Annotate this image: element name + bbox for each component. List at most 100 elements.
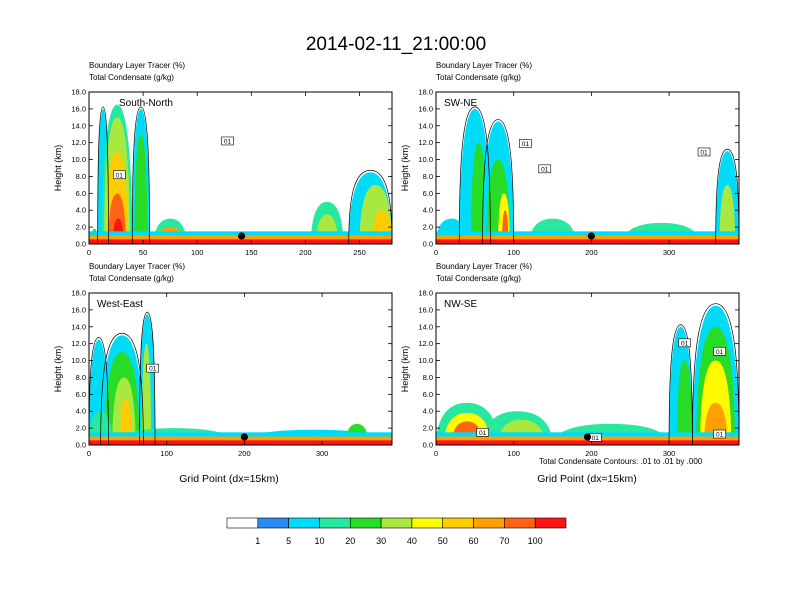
- panel-subtitle-tracer: Boundary Layer Tracer (%): [89, 61, 185, 70]
- y-tick-label: 16.0: [418, 104, 433, 113]
- colorbar-box: [349, 517, 382, 529]
- colorbar-label: 30: [376, 536, 386, 546]
- colorbar-label: 60: [469, 536, 479, 546]
- contour-label: 01: [700, 149, 708, 156]
- condensate-contour: [715, 148, 739, 244]
- y-tick-label: 6.0: [423, 189, 433, 198]
- plot-frame: [435, 91, 740, 245]
- y-tick-label: 4.0: [423, 407, 433, 416]
- surface-band-high: [89, 440, 392, 445]
- colorbar-box: [442, 517, 474, 529]
- y-axis-label: Height (km): [400, 346, 410, 393]
- y-tick-label: 14.0: [418, 121, 433, 130]
- colorbar-label: 40: [407, 536, 417, 546]
- x-tick-label: 200: [238, 449, 251, 458]
- y-tick-label: 12.0: [71, 138, 86, 147]
- surface-band-high: [436, 239, 739, 244]
- plot-data: 01 01 01: [436, 106, 739, 244]
- condensate-contour: [458, 106, 491, 244]
- condensate-contour: [139, 311, 156, 445]
- y-tick-label: 16.0: [71, 104, 86, 113]
- y-tick-label: 18.0: [418, 289, 433, 298]
- contour-label: 01: [716, 432, 724, 439]
- panel-subtitle-condensate: Total Condensate (g/kg): [89, 274, 174, 283]
- x-tick-label: 250: [353, 248, 366, 257]
- colorbar-box: [473, 517, 505, 529]
- x-tick-label: 300: [663, 449, 676, 458]
- y-tick-label: 10.0: [71, 155, 86, 164]
- y-tick-label: 8.0: [423, 373, 433, 382]
- contour-label-box: [713, 429, 726, 439]
- condensate-contour: [100, 332, 144, 445]
- colorbar-box: [226, 517, 259, 529]
- x-tick-label: 0: [434, 449, 438, 458]
- location-marker: [587, 232, 595, 240]
- contour-label: 01: [681, 340, 689, 347]
- plot-data: 01: [89, 311, 392, 445]
- y-tick-label: 12.0: [71, 339, 86, 348]
- contour-note: Total Condensate Contours: .01 to .01 by…: [539, 457, 703, 466]
- panel-label: South-North: [119, 98, 173, 109]
- y-tick-label: 18.0: [71, 88, 86, 97]
- y-tick-label: 12.0: [418, 339, 433, 348]
- y-tick-label: 8.0: [76, 172, 86, 181]
- x-tick-label: 0: [87, 449, 91, 458]
- x-axis-label-left: Grid Point (dx=15km): [179, 473, 279, 485]
- y-tick-label: 16.0: [71, 305, 86, 314]
- x-tick-label: 100: [507, 248, 520, 257]
- x-tick-label: 200: [299, 248, 312, 257]
- x-tick-label: 300: [316, 449, 329, 458]
- colorbar-label: 5: [286, 536, 291, 546]
- contour-label: 01: [149, 366, 157, 373]
- figure-title: 2014-02-11_21:00:00: [306, 34, 486, 55]
- panel-label: NW-SE: [444, 299, 477, 310]
- panel-subtitle-tracer: Boundary Layer Tracer (%): [436, 262, 532, 271]
- condensate-contour: [692, 303, 739, 445]
- contour-label-box: [476, 428, 489, 437]
- tracer-region: [719, 184, 736, 244]
- colorbar-label: 10: [314, 536, 324, 546]
- colorbar: 1 5 10 20 30 40 50 60 70 100: [226, 517, 567, 546]
- x-tick-label: 0: [87, 248, 91, 257]
- y-tick-label: 4.0: [76, 407, 86, 416]
- y-tick-label: 2.0: [76, 223, 86, 232]
- colorbar-box: [257, 517, 289, 529]
- condensate-contour: [482, 119, 515, 244]
- contour-label: 01: [116, 172, 124, 179]
- panel-subtitle-tracer: Boundary Layer Tracer (%): [89, 262, 185, 271]
- y-tick-label: 14.0: [71, 322, 86, 331]
- x-tick-label: 200: [585, 248, 598, 257]
- surface-band-high: [89, 239, 392, 244]
- panel-south-north: Boundary Layer Tracer (%) Total Condensat…: [53, 61, 393, 257]
- condensate-contour: [97, 106, 109, 244]
- contour-label-box: [113, 170, 126, 180]
- colorbar-label: 70: [499, 536, 509, 546]
- y-tick-label: 10.0: [418, 356, 433, 365]
- y-tick-label: 2.0: [76, 424, 86, 433]
- plot-frame: [88, 91, 393, 245]
- condensate-contour: [348, 169, 392, 244]
- panel-subtitle-condensate: Total Condensate (g/kg): [89, 73, 174, 82]
- colorbar-box: [534, 517, 567, 529]
- y-tick-label: 2.0: [423, 223, 433, 232]
- colorbar-box: [319, 517, 351, 529]
- location-marker: [237, 232, 246, 240]
- y-tick-label: 8.0: [423, 172, 433, 181]
- contour-label-box: [221, 136, 234, 146]
- contour-label: 01: [522, 141, 530, 148]
- y-tick-label: 6.0: [423, 390, 433, 399]
- panel-subtitle-condensate: Total Condensate (g/kg): [436, 73, 521, 82]
- colorbar-label: 20: [345, 536, 355, 546]
- contour-label-box: [519, 139, 532, 148]
- x-tick-label: 100: [160, 449, 173, 458]
- y-tick-label: 6.0: [76, 390, 86, 399]
- plot-data: 01 01: [89, 104, 392, 244]
- y-tick-label: 18.0: [71, 289, 86, 298]
- y-tick-label: 12.0: [418, 138, 433, 147]
- plot-frame: [435, 292, 740, 446]
- colorbar-label: 100: [528, 536, 543, 546]
- panel-west-east: Boundary Layer Tracer (%) Total Condensat…: [53, 262, 393, 458]
- y-axis-label: Height (km): [53, 346, 63, 393]
- y-tick-label: 16.0: [418, 305, 433, 314]
